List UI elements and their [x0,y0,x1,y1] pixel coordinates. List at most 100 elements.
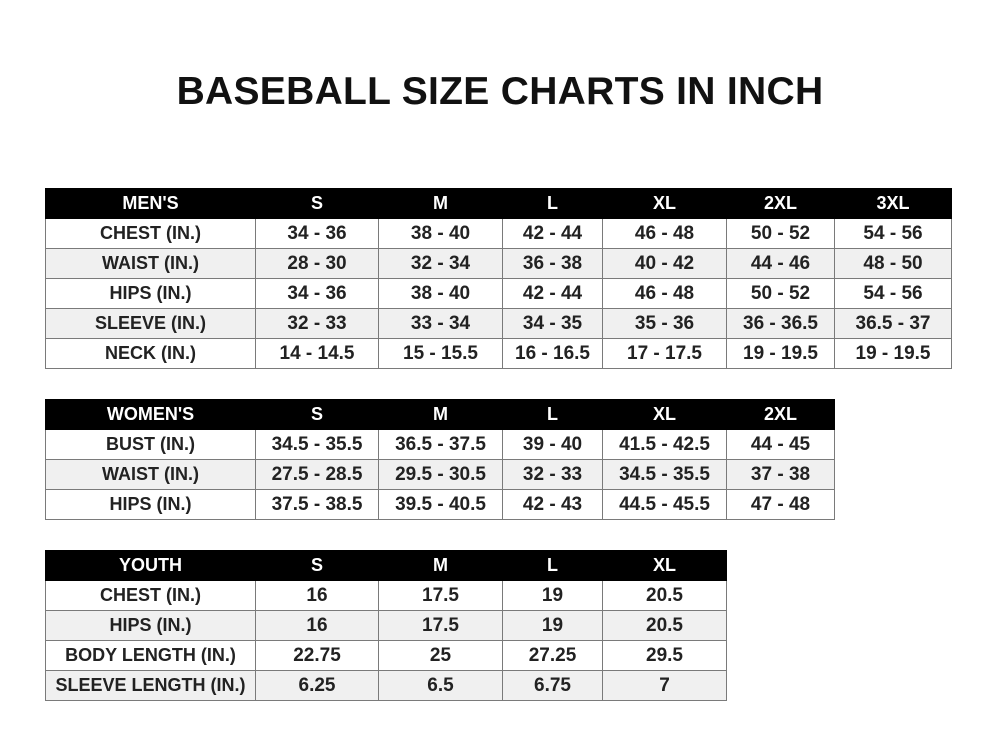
size-value: 41.5 - 42.5 [602,429,727,460]
header-row: YOUTH S M L XL [45,550,727,581]
size-value: 38 - 40 [378,218,503,249]
header-row: MEN'S S M L XL 2XL 3XL [45,188,952,219]
size-value: 20.5 [602,610,727,641]
size-header: S [255,188,379,219]
measurement-label: BODY LENGTH (IN.) [45,640,256,671]
size-value: 19 - 19.5 [726,338,835,369]
table-row: SLEEVE (IN.) 32 - 33 33 - 34 34 - 35 35 - 36… [45,308,952,339]
size-value: 42 - 43 [502,489,603,520]
size-value: 22.75 [255,640,379,671]
measurement-label: HIPS (IN.) [45,278,256,309]
size-value: 34 - 36 [255,278,379,309]
category-header: WOMEN'S [45,399,256,430]
size-header: M [378,188,503,219]
size-value: 16 [255,580,379,611]
measurement-label: SLEEVE (IN.) [45,308,256,339]
size-value: 35 - 36 [602,308,727,339]
size-value: 54 - 56 [834,218,952,249]
measurement-label: HIPS (IN.) [45,610,256,641]
table-row: BUST (IN.) 34.5 - 35.5 36.5 - 37.5 39 - 40 4… [45,429,835,460]
header-row: WOMEN'S S M L XL 2XL [45,399,835,430]
size-header: L [502,399,603,430]
size-value: 36 - 36.5 [726,308,835,339]
table-row: WAIST (IN.) 27.5 - 28.5 29.5 - 30.5 32 - 33… [45,459,835,490]
size-value: 20.5 [602,580,727,611]
size-value: 6.75 [502,670,603,701]
size-value: 19 [502,610,603,641]
size-header: XL [602,550,727,581]
table-row: BODY LENGTH (IN.) 22.75 25 27.25 29.5 [45,640,727,671]
size-value: 34.5 - 35.5 [255,429,379,460]
size-value: 44 - 46 [726,248,835,279]
measurement-label: CHEST (IN.) [45,580,256,611]
size-value: 27.25 [502,640,603,671]
size-value: 36.5 - 37.5 [378,429,503,460]
size-header: L [502,188,603,219]
measurement-label: WAIST (IN.) [45,248,256,279]
size-header: XL [602,188,727,219]
size-value: 46 - 48 [602,218,727,249]
size-header: S [255,550,379,581]
size-value: 39 - 40 [502,429,603,460]
size-value: 19 - 19.5 [834,338,952,369]
size-value: 32 - 33 [255,308,379,339]
size-header: M [378,399,503,430]
womens-size-table: WOMEN'S S M L XL 2XL BUST (IN.) 34.5 - 35.5 36.5… [45,399,835,520]
size-value: 29.5 [602,640,727,671]
size-value: 32 - 33 [502,459,603,490]
size-value: 44.5 - 45.5 [602,489,727,520]
size-value: 17 - 17.5 [602,338,727,369]
size-value: 47 - 48 [726,489,835,520]
size-value: 50 - 52 [726,218,835,249]
size-value: 7 [602,670,727,701]
size-value: 28 - 30 [255,248,379,279]
size-value: 36.5 - 37 [834,308,952,339]
measurement-label: SLEEVE LENGTH (IN.) [45,670,256,701]
size-value: 6.25 [255,670,379,701]
size-header: XL [602,399,727,430]
size-value: 17.5 [378,580,503,611]
measurement-label: HIPS (IN.) [45,489,256,520]
measurement-label: CHEST (IN.) [45,218,256,249]
table-row: HIPS (IN.) 34 - 36 38 - 40 42 - 44 46 - 48 50… [45,278,952,309]
size-value: 16 [255,610,379,641]
size-value: 25 [378,640,503,671]
table-row: WAIST (IN.) 28 - 30 32 - 34 36 - 38 40 - 42 4… [45,248,952,279]
table-row: HIPS (IN.) 37.5 - 38.5 39.5 - 40.5 42 - 43 4… [45,489,835,520]
table-row: CHEST (IN.) 16 17.5 19 20.5 [45,580,727,611]
category-header: MEN'S [45,188,256,219]
size-value: 50 - 52 [726,278,835,309]
size-value: 38 - 40 [378,278,503,309]
table-row: NECK (IN.) 14 - 14.5 15 - 15.5 16 - 16.5 17 … [45,338,952,369]
measurement-label: WAIST (IN.) [45,459,256,490]
category-header: YOUTH [45,550,256,581]
measurement-label: NECK (IN.) [45,338,256,369]
size-value: 34 - 36 [255,218,379,249]
size-value: 36 - 38 [502,248,603,279]
size-value: 54 - 56 [834,278,952,309]
size-value: 39.5 - 40.5 [378,489,503,520]
size-value: 33 - 34 [378,308,503,339]
size-header: M [378,550,503,581]
size-header: S [255,399,379,430]
size-value: 29.5 - 30.5 [378,459,503,490]
measurement-label: BUST (IN.) [45,429,256,460]
size-value: 46 - 48 [602,278,727,309]
size-header: L [502,550,603,581]
size-header: 3XL [834,188,952,219]
table-row: SLEEVE LENGTH (IN.) 6.25 6.5 6.75 7 [45,670,727,701]
mens-size-table: MEN'S S M L XL 2XL 3XL CHEST (IN.) 34 - 36 38 - 4… [45,188,952,369]
size-header: 2XL [726,188,835,219]
size-value: 37.5 - 38.5 [255,489,379,520]
page-title: BASEBALL SIZE CHARTS IN INCH [176,70,824,113]
size-value: 14 - 14.5 [255,338,379,369]
table-row: HIPS (IN.) 16 17.5 19 20.5 [45,610,727,641]
size-value: 34 - 35 [502,308,603,339]
size-value: 15 - 15.5 [378,338,503,369]
table-row: CHEST (IN.) 34 - 36 38 - 40 42 - 44 46 - 48 5… [45,218,952,249]
size-header: 2XL [726,399,835,430]
size-value: 17.5 [378,610,503,641]
size-value: 27.5 - 28.5 [255,459,379,490]
size-value: 37 - 38 [726,459,835,490]
size-value: 42 - 44 [502,278,603,309]
